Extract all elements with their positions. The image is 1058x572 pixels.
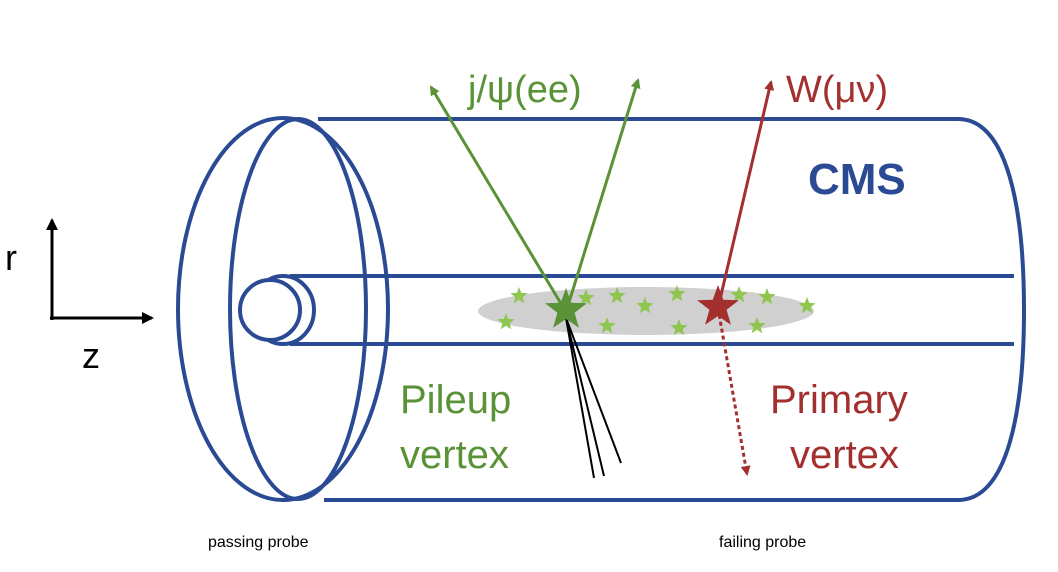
pileup-label-line1: Pileup (400, 378, 511, 422)
jet-line (565, 317, 622, 464)
small-star-icon (598, 317, 616, 334)
w-label: W(μν) (786, 69, 888, 111)
axis-z-label: z (82, 335, 100, 376)
detector-outer-cylinder (176, 116, 1027, 502)
pileup-vertex-stars (497, 285, 816, 336)
small-star-icon (748, 317, 766, 334)
w-neutrino-track (716, 307, 751, 476)
small-star-icon (798, 297, 816, 314)
primary-label-line2: vertex (790, 433, 899, 477)
cms-label: CMS (808, 155, 906, 204)
pileup-vertex-star-icon (545, 288, 587, 328)
coordinate-axes: r z (5, 218, 154, 376)
failing-probe-label: failing probe (719, 534, 806, 551)
jet-line (565, 317, 605, 477)
small-star-icon (497, 313, 515, 330)
beam-pipe-end-inner (238, 278, 302, 342)
jpsi-electron-track-right (564, 78, 641, 313)
beam-pipe (238, 274, 1014, 346)
small-star-icon (510, 287, 528, 304)
pileup-label-line2: vertex (400, 433, 509, 477)
passing-probe-label: passing probe (208, 534, 309, 551)
small-star-icon (758, 288, 776, 305)
jpsi-electron-track-left (429, 85, 568, 313)
primary-label-line1: Primary (770, 378, 908, 422)
small-star-icon (668, 285, 686, 302)
small-star-icon (636, 297, 654, 314)
primary-vertex-star-icon (697, 285, 739, 325)
jet-line (565, 317, 595, 479)
pileup-jet-lines (565, 317, 622, 479)
small-star-icon (670, 319, 688, 336)
w-muon-track (716, 80, 775, 309)
outer-left-ring (176, 116, 390, 502)
small-star-icon (730, 286, 748, 303)
small-star-icon (577, 289, 595, 306)
outer-right-cap (957, 117, 1027, 502)
small-star-icon (608, 287, 626, 304)
axis-r-label: r (5, 237, 17, 278)
jpsi-label: j/ψ(ee) (467, 69, 582, 111)
